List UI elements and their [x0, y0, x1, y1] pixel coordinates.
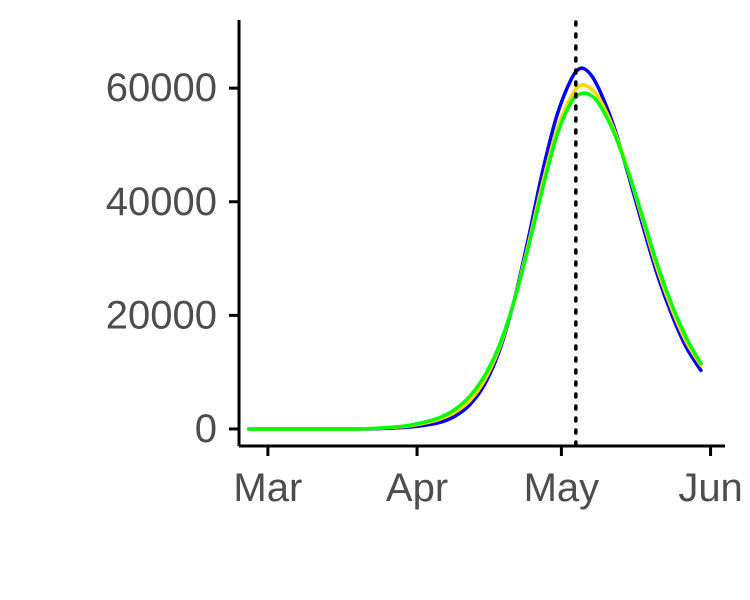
x-tick-label: Apr — [386, 466, 448, 510]
series-line-0 — [246, 66, 703, 431]
y-tick-label: 20000 — [106, 293, 217, 337]
x-axis: Mar Apr May Jun — [233, 446, 743, 510]
series-line-2 — [246, 91, 703, 431]
y-tick-label: 60000 — [106, 66, 217, 110]
series-layer — [246, 66, 703, 431]
y-axis: 0 20000 40000 60000 — [106, 66, 239, 451]
x-tick-label: Mar — [233, 466, 302, 510]
x-tick-label: Jun — [678, 466, 743, 510]
series-line-1 — [246, 83, 703, 431]
x-tick-label: May — [524, 466, 600, 510]
y-tick-label: 0 — [195, 407, 217, 451]
y-tick-label: 40000 — [106, 180, 217, 224]
